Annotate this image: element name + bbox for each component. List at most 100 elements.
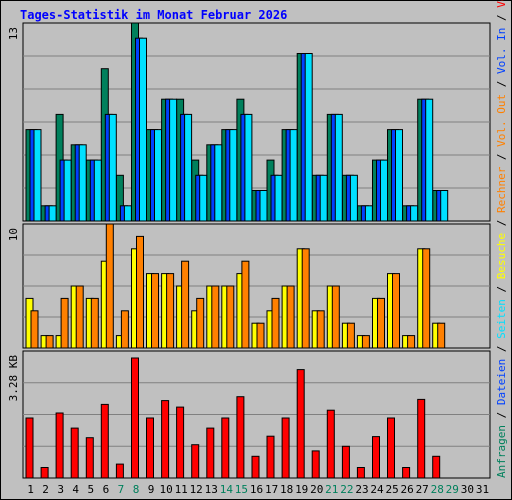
x-tick-label: 12 bbox=[190, 483, 203, 496]
bar-volumen-day-13 bbox=[206, 427, 215, 479]
legend-entry: Dateien bbox=[495, 359, 508, 405]
bar-rechner-day-19 bbox=[301, 248, 310, 349]
x-tick-label: 3 bbox=[57, 483, 64, 496]
bar-volumen-day-24 bbox=[372, 436, 380, 479]
panel-bottom: 3.28 KB bbox=[7, 350, 491, 479]
bar-volumen-day-12 bbox=[191, 444, 200, 479]
legend-entry: Besuche bbox=[495, 233, 508, 279]
bar-rechner-day-18 bbox=[286, 285, 295, 349]
right-legend-text: Anfragen / Dateien / Seiten / Besuche / … bbox=[495, 0, 508, 478]
bar-volumen-day-16 bbox=[251, 455, 260, 479]
bar-rechner-day-20 bbox=[316, 310, 325, 349]
bar-volumen-day-10 bbox=[161, 400, 170, 479]
bar-rechner-day-15 bbox=[241, 260, 250, 349]
x-tick-label: 6 bbox=[103, 483, 110, 496]
legend-entry: / bbox=[495, 74, 508, 94]
bar-seiten-day-1 bbox=[33, 129, 42, 222]
bar-rechner-day-12 bbox=[196, 297, 205, 349]
bar-volumen-day-22 bbox=[341, 445, 350, 479]
bar-volumen-day-19 bbox=[296, 369, 305, 479]
bar-volumen-day-9 bbox=[146, 417, 154, 479]
x-tick-label: 29 bbox=[446, 483, 459, 496]
bar-rechner-day-26 bbox=[407, 335, 416, 349]
bar-rechner-day-27 bbox=[422, 248, 431, 349]
bar-rechner-day-14 bbox=[226, 285, 235, 349]
bar-rechner-day-13 bbox=[211, 285, 220, 349]
y-max-label-middle: 10 bbox=[7, 228, 20, 241]
x-tick-label: 9 bbox=[148, 483, 155, 496]
bar-volumen-day-3 bbox=[55, 412, 64, 479]
bar-seiten-day-25 bbox=[395, 129, 403, 222]
bar-volumen-day-14 bbox=[221, 417, 230, 479]
bar-seiten-day-4 bbox=[78, 144, 87, 222]
bar-seiten-day-11 bbox=[184, 113, 193, 222]
legend-entry: Anfragen bbox=[495, 425, 508, 478]
bar-seiten-day-9 bbox=[154, 129, 162, 222]
panel-top: 13 bbox=[7, 22, 491, 222]
x-tick-label: 22 bbox=[340, 483, 353, 496]
bar-volumen-day-5 bbox=[85, 437, 94, 479]
chart-title: Tages-Statistik im Monat Februar 2026 bbox=[20, 8, 287, 22]
legend-entry: Seiten bbox=[495, 299, 508, 339]
bar-rechner-day-6 bbox=[105, 223, 114, 349]
bar-rechner-day-10 bbox=[166, 273, 175, 349]
bar-volumen-day-18 bbox=[281, 417, 290, 479]
legend-entry: / bbox=[495, 279, 508, 299]
bar-seiten-day-23 bbox=[364, 205, 373, 222]
right-legend: Anfragen / Dateien / Seiten / Besuche / … bbox=[495, 0, 508, 478]
bar-rechner-day-22 bbox=[346, 322, 355, 349]
bar-volumen-day-4 bbox=[70, 427, 79, 479]
x-tick-label: 28 bbox=[431, 483, 444, 496]
bar-seiten-day-16 bbox=[259, 190, 268, 222]
x-tick-label: 26 bbox=[400, 483, 413, 496]
x-axis-day-labels: 1 2 3 4 5 6 7 8 9 10 11 12 13 14 15 16 17 18 19 20 21 22 23 24 2… bbox=[27, 483, 489, 496]
x-tick-label: 1 bbox=[27, 483, 34, 496]
y-max-label-top: 13 bbox=[7, 27, 20, 40]
legend-entry: Rechner bbox=[495, 166, 508, 213]
panel-middle: 10 bbox=[7, 223, 491, 349]
bar-volumen-day-17 bbox=[266, 435, 275, 479]
bar-volumen-day-7 bbox=[115, 463, 124, 479]
bar-volumen-day-23 bbox=[356, 467, 365, 479]
x-tick-label: 31 bbox=[476, 483, 489, 496]
x-tick-label: 11 bbox=[175, 483, 188, 496]
bar-seiten-day-26 bbox=[410, 205, 419, 222]
bar-seiten-day-15 bbox=[244, 113, 253, 222]
bar-seiten-day-17 bbox=[274, 174, 283, 222]
bar-volumen-day-2 bbox=[40, 467, 49, 479]
bar-volumen-day-26 bbox=[402, 467, 411, 479]
x-tick-label: 30 bbox=[461, 483, 474, 496]
bar-rechner-day-4 bbox=[75, 285, 84, 349]
x-tick-label: 27 bbox=[416, 483, 429, 496]
legend-entry: / bbox=[495, 339, 508, 359]
x-tick-label: 23 bbox=[355, 483, 368, 496]
x-tick-label: 8 bbox=[133, 483, 140, 496]
bar-volumen-day-6 bbox=[100, 403, 109, 479]
bar-seiten-day-24 bbox=[380, 159, 388, 222]
bar-seiten-day-27 bbox=[425, 98, 434, 222]
bar-rechner-day-2 bbox=[45, 335, 54, 349]
x-tick-label: 2 bbox=[42, 483, 49, 496]
bar-volumen-day-8 bbox=[131, 357, 139, 479]
bar-seiten-day-13 bbox=[214, 144, 223, 222]
bar-rechner-day-16 bbox=[256, 322, 265, 349]
x-tick-label: 19 bbox=[295, 483, 308, 496]
bar-seiten-day-18 bbox=[289, 129, 298, 222]
legend-entry: Vol. In bbox=[495, 28, 508, 74]
bar-volumen-day-15 bbox=[236, 396, 245, 479]
x-tick-label: 15 bbox=[235, 483, 248, 496]
y-max-label-bottom: 3.28 KB bbox=[7, 355, 20, 402]
bar-rechner-day-9 bbox=[151, 273, 159, 349]
bar-seiten-day-6 bbox=[108, 113, 117, 222]
bar-seiten-day-19 bbox=[304, 53, 313, 222]
bar-seiten-day-2 bbox=[48, 205, 57, 222]
x-tick-label: 7 bbox=[118, 483, 125, 496]
bar-rechner-day-17 bbox=[271, 297, 280, 349]
x-tick-label: 17 bbox=[265, 483, 278, 496]
bar-seiten-day-14 bbox=[229, 129, 238, 222]
legend-entry: Vol. Out bbox=[495, 94, 508, 147]
bar-seiten-day-12 bbox=[199, 174, 208, 222]
bar-volumen-day-28 bbox=[432, 455, 441, 479]
x-tick-label: 10 bbox=[159, 483, 172, 496]
